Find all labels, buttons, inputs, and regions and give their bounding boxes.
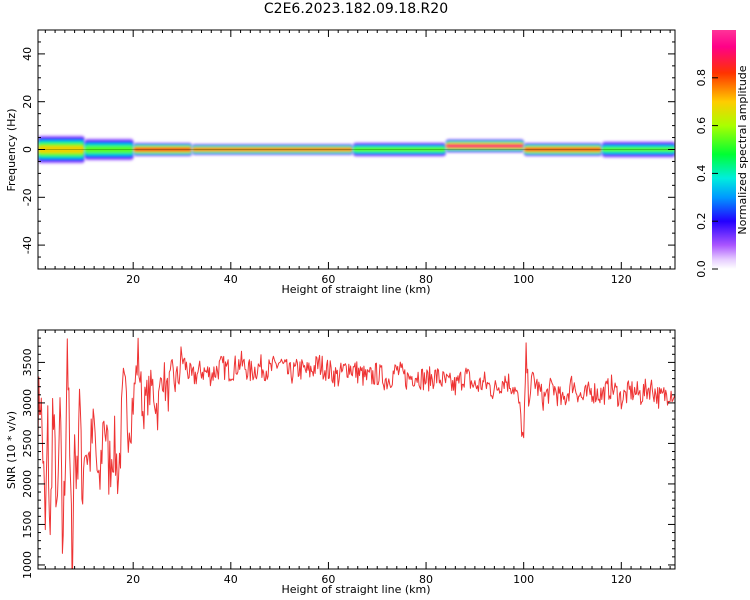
snr-panel: 20 40 60 80 100 120 1000 1500 2000 2500 3000 3500 H… [5, 329, 676, 596]
snr-x-axis-label: Height of straight line (km) [281, 583, 430, 596]
spectrogram-band [38, 135, 675, 164]
snr-ticks: 20 40 60 80 100 120 1000 1500 2000 2500 3000 3500 [21, 330, 675, 586]
x-tick-label: 100 [513, 573, 534, 586]
colorbar-gradient [712, 30, 736, 269]
x-tick-label: 120 [611, 573, 632, 586]
y-tick-label: 20 [21, 95, 34, 109]
band-segment-0 [38, 135, 85, 164]
colorbar-tick-label: 0.2 [695, 212, 708, 230]
x-tick-label: 40 [224, 573, 238, 586]
band-level-5-8 [445, 144, 525, 148]
y-tick-label: 3000 [21, 389, 34, 417]
y-tick-label: 3500 [21, 348, 34, 376]
band-segment-5 [445, 138, 525, 153]
y-tick-label: 2500 [21, 429, 34, 457]
y-tick-label: -20 [21, 188, 34, 206]
y-tick-label: 0 [21, 146, 34, 153]
spectrogram-ticks: 20 40 60 80 100 120 -40 -20 0 20 40 [21, 29, 675, 286]
spectrogram-y-axis-label: Frequency (Hz) [5, 109, 18, 192]
y-tick-label: -40 [21, 236, 34, 254]
x-tick-label: 100 [513, 273, 534, 286]
x-tick-label: 80 [419, 573, 433, 586]
x-tick-label: 120 [611, 273, 632, 286]
snr-y-axis-label: SNR (10 * v/v) [5, 411, 18, 489]
y-tick-label: 2000 [21, 470, 34, 498]
y-tick-label: 1000 [21, 551, 34, 579]
colorbar-ticks: 0.0 0.2 0.4 0.6 0.8 [695, 69, 718, 278]
x-tick-label: 80 [419, 273, 433, 286]
y-tick-label: 40 [21, 47, 34, 61]
colorbar-tick-label: 0.0 [695, 260, 708, 278]
x-tick-label: 20 [126, 273, 140, 286]
band-segment-4 [352, 142, 447, 157]
colorbar-label: Normalized spectral amplitude [736, 65, 749, 234]
x-tick-label: 20 [126, 573, 140, 586]
colorbar-tick-label: 0.6 [695, 117, 708, 135]
colorbar-tick-label: 0.8 [695, 69, 708, 87]
colorbar-tick-label: 0.4 [695, 165, 708, 183]
x-tick-label: 40 [224, 273, 238, 286]
snr-series-line [38, 337, 675, 569]
x-tick-label: 60 [321, 273, 335, 286]
spectrogram-x-axis-label: Height of straight line (km) [281, 283, 430, 296]
y-tick-label: 1500 [21, 510, 34, 538]
x-tick-label: 60 [321, 573, 335, 586]
page-title: C2E6.2023.182.09.18.R20 [263, 1, 449, 17]
snr-frame [37, 329, 676, 570]
colorbar: 0.0 0.2 0.4 0.6 0.8 Normalized spectral ampl… [695, 30, 749, 278]
spectrogram-panel: 20 40 60 80 100 120 -40 -20 0 20 40 Height of stra… [5, 29, 676, 296]
